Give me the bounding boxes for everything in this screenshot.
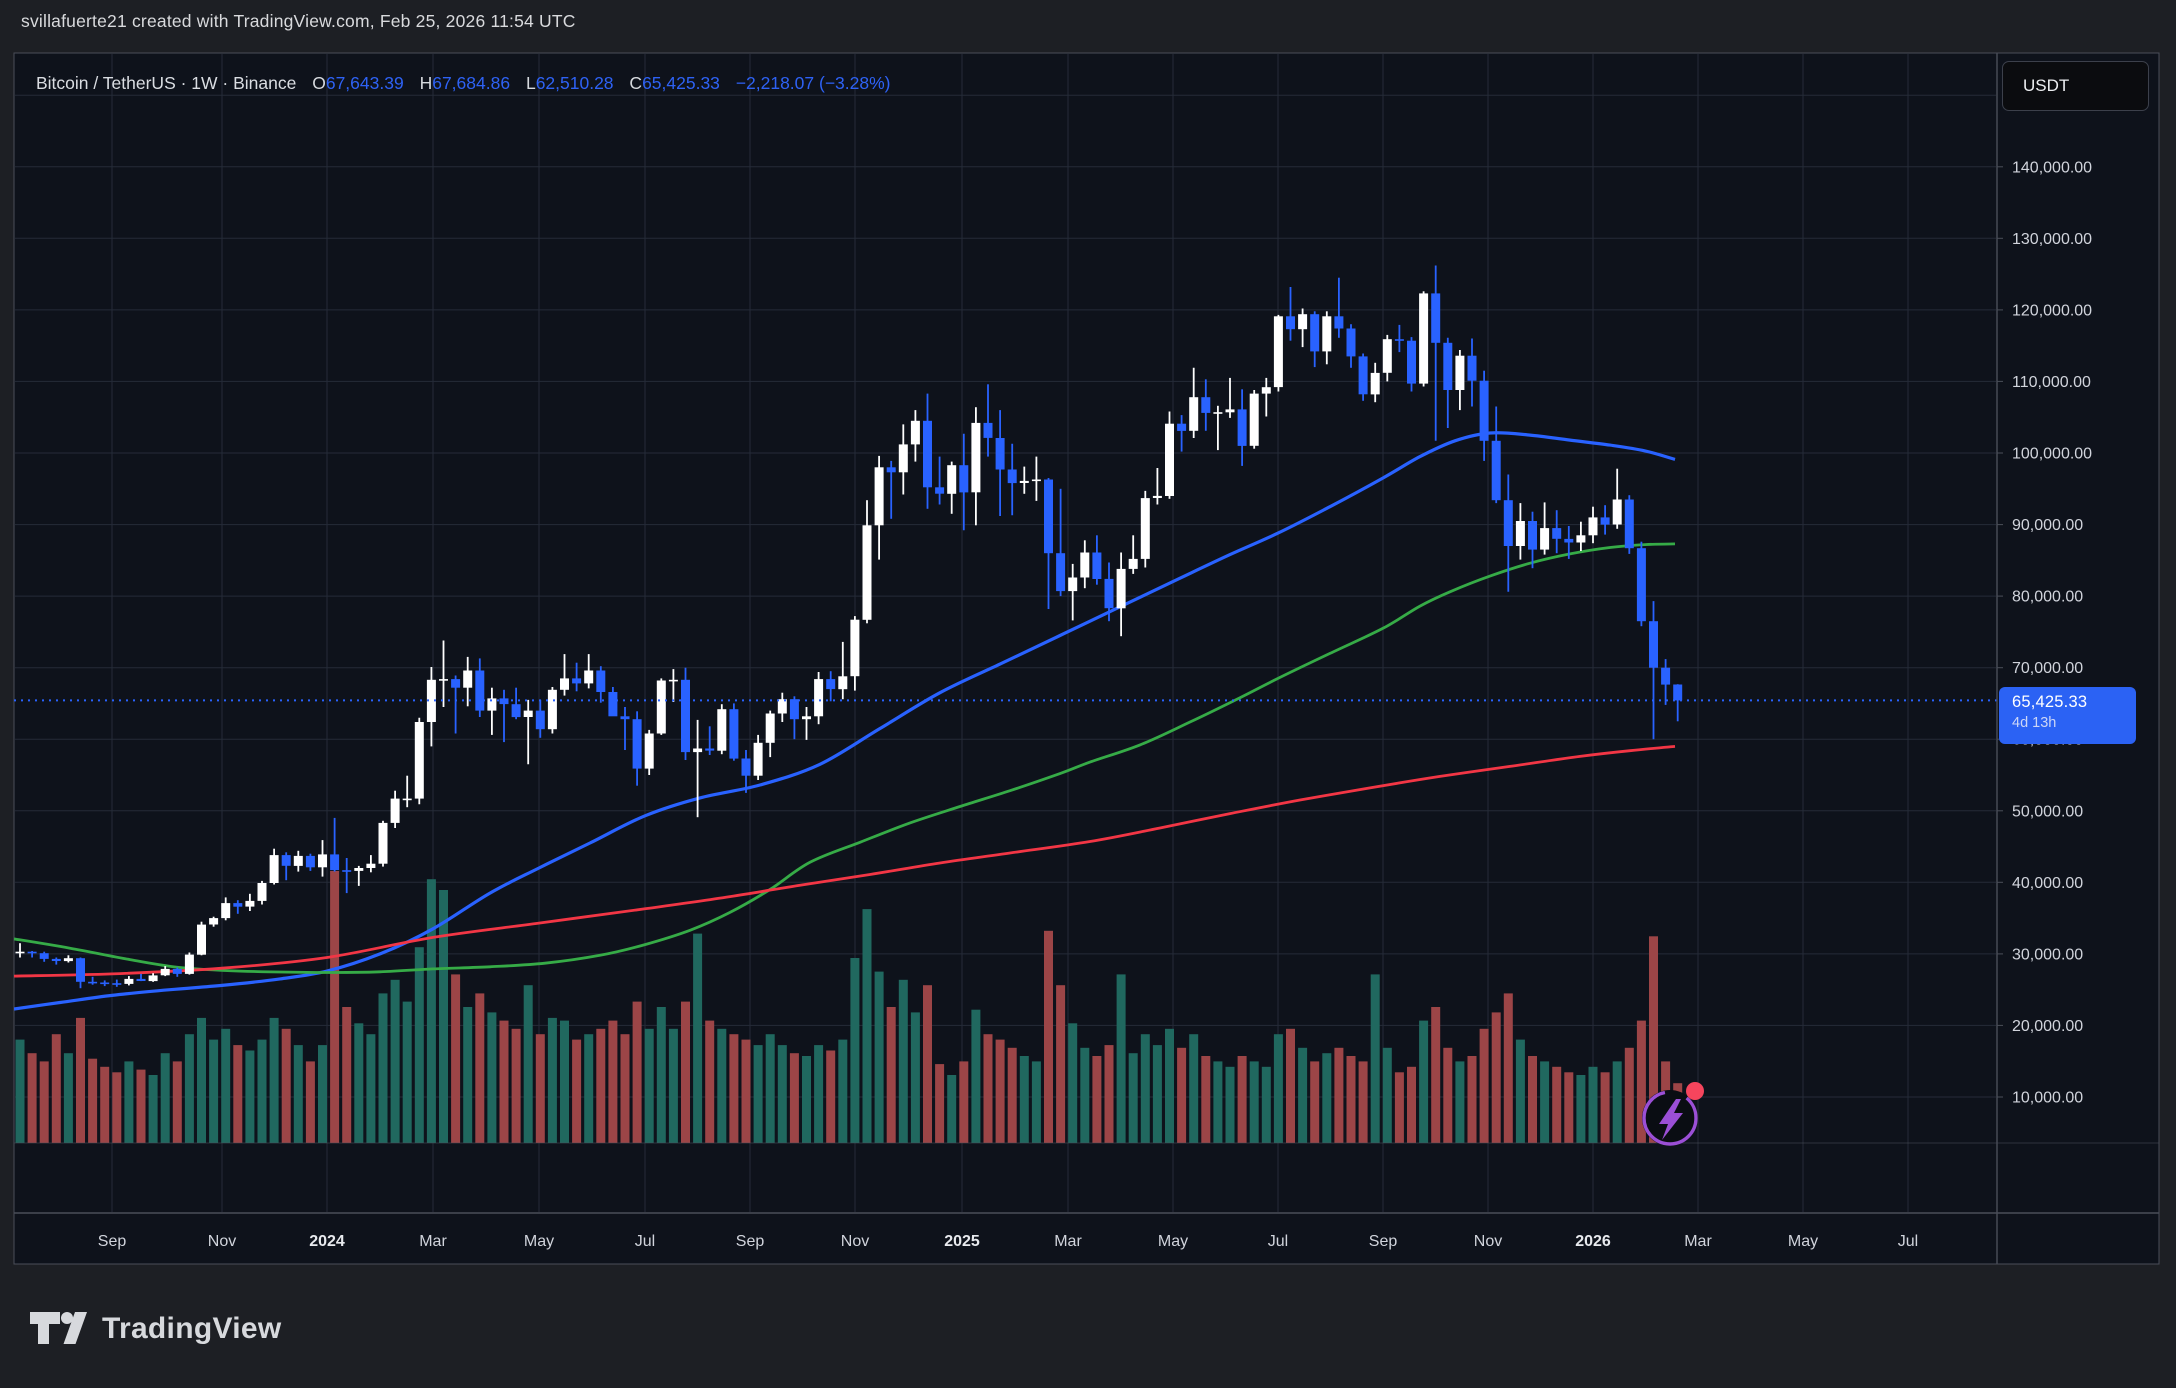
- price-axis-label: 110,000.00: [2012, 374, 2091, 391]
- ohlc-high: H67,684.86: [419, 73, 511, 93]
- time-axis-label: 2024: [309, 1233, 345, 1250]
- time-axis-label: Jul: [1898, 1233, 1918, 1250]
- time-axis-label: Sep: [736, 1233, 765, 1250]
- time-axis[interactable]: Sep Nov 2024 Mar May Jul Sep Nov 2025 Mar May Jul Se…: [98, 1233, 1918, 1250]
- indicator-logo[interactable]: [1642, 1082, 1704, 1146]
- time-axis-label: Mar: [1054, 1233, 1082, 1250]
- price-axis-label: 70,000.00: [2012, 660, 2083, 677]
- ma-slow-red-line: [14, 745, 1676, 978]
- attribution-text: svillafuerte21 created with TradingView.…: [21, 11, 576, 31]
- price-axis-label: 30,000.00: [2012, 946, 2083, 963]
- time-axis-label: Nov: [208, 1233, 236, 1250]
- change-readout: −2,218.07 (−3.28%): [735, 73, 891, 93]
- last-price-value: 65,425.33: [2012, 693, 2088, 711]
- price-axis-label: 100,000.00: [2012, 446, 2092, 463]
- tradingview-logo[interactable]: TradingView: [30, 1303, 281, 1355]
- ohlc-close: C65,425.33: [629, 73, 720, 93]
- price-axis-label: 120,000.00: [2012, 302, 2092, 319]
- time-axis-label: Sep: [1369, 1233, 1398, 1250]
- symbol-legend-row[interactable]: Bitcoin / TetherUS · 1W · Binance O67,64…: [36, 73, 891, 97]
- price-axis-label: 80,000.00: [2012, 589, 2083, 606]
- time-axis-label: Jul: [1268, 1233, 1288, 1250]
- time-axis-label: Mar: [419, 1233, 447, 1250]
- time-axis-label: 2025: [944, 1233, 980, 1250]
- ohlc-low: L62,510.28: [525, 73, 614, 93]
- time-axis-label: May: [1788, 1233, 1818, 1250]
- time-axis-label: May: [1158, 1233, 1188, 1250]
- price-axis-label: 40,000.00: [2012, 875, 2083, 892]
- tradingview-logo-text: TradingView: [102, 1312, 282, 1345]
- ohlc-open: O67,643.39: [312, 73, 404, 93]
- time-axis-label: May: [524, 1233, 554, 1250]
- price-axis-label: 50,000.00: [2012, 803, 2083, 820]
- price-axis[interactable]: 140,000.00 130,000.00 120,000.00 110,000.00…: [1997, 159, 2092, 1107]
- bar-countdown: 4d 13h: [2012, 715, 2057, 731]
- price-axis-label: 130,000.00: [2012, 231, 2092, 248]
- price-axis-label: 90,000.00: [2012, 517, 2083, 534]
- price-axis-label: 20,000.00: [2012, 1018, 2083, 1035]
- time-axis-label: 2026: [1575, 1233, 1611, 1250]
- symbol-title[interactable]: Bitcoin / TetherUS · 1W · Binance: [36, 73, 297, 93]
- tradingview-logo-icon: [30, 1312, 87, 1344]
- last-price-label: 65,425.33 4d 13h: [1999, 687, 2136, 744]
- time-axis-label: Sep: [98, 1233, 127, 1250]
- ma-fast-blue-line: [14, 431, 1676, 1011]
- time-axis-label: Mar: [1684, 1233, 1712, 1250]
- lightning-icon: [1659, 1099, 1683, 1140]
- price-axis-label: 10,000.00: [2012, 1090, 2083, 1107]
- price-axis-label: 140,000.00: [2012, 159, 2092, 176]
- volume-bars: [15, 871, 1683, 1143]
- time-axis-label: Jul: [635, 1233, 655, 1250]
- time-axis-label: Nov: [841, 1233, 869, 1250]
- notification-dot: [1686, 1082, 1704, 1100]
- candles[interactable]: [15, 265, 1683, 989]
- ma-mid-green-line: [14, 542, 1676, 974]
- currency-toggle-button[interactable]: USDT: [2002, 61, 2149, 111]
- time-axis-label: Nov: [1474, 1233, 1502, 1250]
